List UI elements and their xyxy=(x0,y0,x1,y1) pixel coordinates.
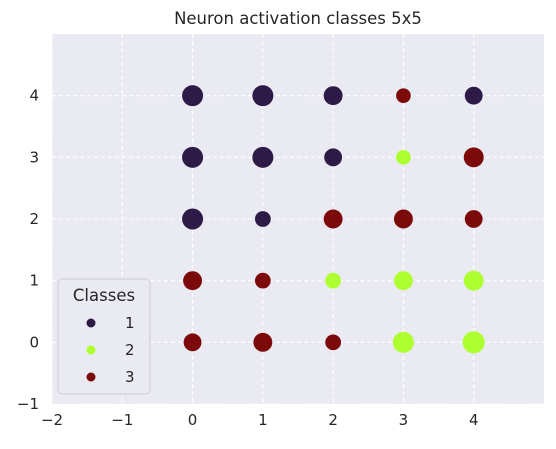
legend-title: Classes xyxy=(73,286,135,305)
legend-label: 1 xyxy=(125,314,135,332)
scatter-point xyxy=(253,332,273,352)
y-tick-label: 1 xyxy=(29,272,39,290)
x-tick-labels: −2 −1 0 1 2 3 4 xyxy=(41,411,479,429)
scatter-point xyxy=(464,86,483,105)
scatter-point xyxy=(324,148,343,167)
y-tick-label: 2 xyxy=(29,210,39,228)
y-tick-labels: −1 0 1 2 3 4 xyxy=(17,87,39,413)
markers xyxy=(182,85,485,354)
scatter-point xyxy=(464,210,483,228)
legend-marker xyxy=(86,372,96,382)
scatter-point xyxy=(392,331,414,353)
legend-marker xyxy=(86,345,96,355)
legend-label: 2 xyxy=(125,341,135,359)
chart-title: Neuron activation classes 5x5 xyxy=(174,9,422,28)
legend-entries: 1 2 3 xyxy=(86,314,135,386)
scatter-point xyxy=(183,333,202,352)
scatter-point xyxy=(254,211,271,227)
x-tick-label: −2 xyxy=(41,411,63,429)
scatter-point xyxy=(463,270,484,291)
scatter-point xyxy=(252,146,274,168)
x-tick-label: 1 xyxy=(258,411,268,429)
x-tick-label: 2 xyxy=(328,411,338,429)
legend-label: 3 xyxy=(125,368,135,386)
y-tick-label: −1 xyxy=(17,395,39,413)
legend: Classes 1 2 3 xyxy=(57,278,151,395)
x-tick-label: 4 xyxy=(469,411,479,429)
legend-box xyxy=(57,278,151,395)
scatter-point xyxy=(252,85,274,107)
scatter-point xyxy=(182,146,204,168)
scatter-point xyxy=(462,331,485,354)
scatter-point xyxy=(182,208,204,230)
scatter-point xyxy=(182,85,204,107)
scatter-point xyxy=(183,271,203,291)
scatter-point xyxy=(325,334,342,351)
legend-marker xyxy=(86,318,96,328)
scatter-point xyxy=(323,86,343,106)
scatter-point xyxy=(254,272,271,289)
x-tick-label: 0 xyxy=(188,411,198,429)
x-tick-label: −1 xyxy=(111,411,133,429)
scatter-point xyxy=(323,209,343,229)
x-tick-label: 3 xyxy=(399,411,409,429)
y-tick-label: 0 xyxy=(29,333,39,351)
scatter-point xyxy=(393,271,413,291)
scatter-point xyxy=(396,88,411,104)
scatter-point xyxy=(463,147,484,168)
y-tick-label: 4 xyxy=(29,87,39,105)
y-tick-label: 3 xyxy=(29,148,39,166)
scatter-point xyxy=(325,272,342,289)
scatter-point xyxy=(396,149,411,165)
scatter-point xyxy=(393,209,413,229)
